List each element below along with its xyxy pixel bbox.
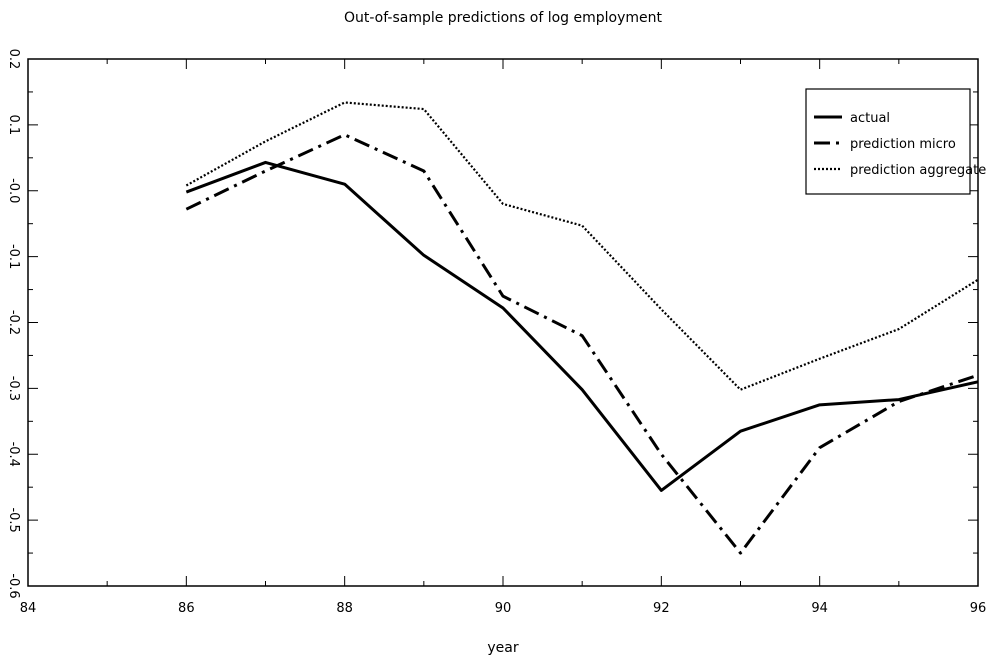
y-tick-label: -0.2	[6, 310, 21, 335]
series-line-actual	[185, 160, 979, 492]
x-axis-label: year	[487, 640, 518, 656]
legend-entry-label: prediction micro	[850, 137, 956, 152]
y-tick-label: -0.6	[6, 573, 21, 598]
legend: actual prediction micro prediction aggrega…	[805, 88, 986, 195]
legend-entry-label: prediction aggregate	[850, 163, 986, 178]
x-tick-label: 96	[970, 601, 987, 616]
x-tick-label: 88	[336, 601, 353, 616]
y-tick-label: 0.1	[6, 115, 21, 136]
y-tick-label: -0.3	[6, 376, 21, 401]
x-axis: 84 86 88 90 92 94 96	[20, 59, 987, 616]
y-tick-label: -0.4	[6, 442, 21, 467]
series-line-prediction-micro	[185, 133, 979, 555]
series-layer	[185, 101, 979, 555]
y-tick-label: 0.2	[6, 49, 21, 70]
x-tick-label: 84	[20, 601, 37, 616]
x-tick-label: 90	[495, 601, 512, 616]
legend-entry-label: actual	[850, 111, 890, 126]
y-tick-label: -0.0	[6, 178, 21, 203]
y-tick-label: -0.5	[6, 507, 21, 532]
series-line-prediction-aggregate	[185, 101, 979, 391]
x-tick-label: 86	[178, 601, 195, 616]
legend-box	[805, 88, 971, 195]
x-tick-label: 94	[811, 601, 828, 616]
chart-title: Out-of-sample predictions of log employm…	[344, 10, 663, 26]
y-axis: 0.2 0.1 -0.0 -0.1 -0.2 -0.3 -0.4 -0.5 -0.6	[6, 49, 978, 599]
y-tick-label: -0.1	[6, 244, 21, 269]
x-tick-label: 92	[653, 601, 670, 616]
